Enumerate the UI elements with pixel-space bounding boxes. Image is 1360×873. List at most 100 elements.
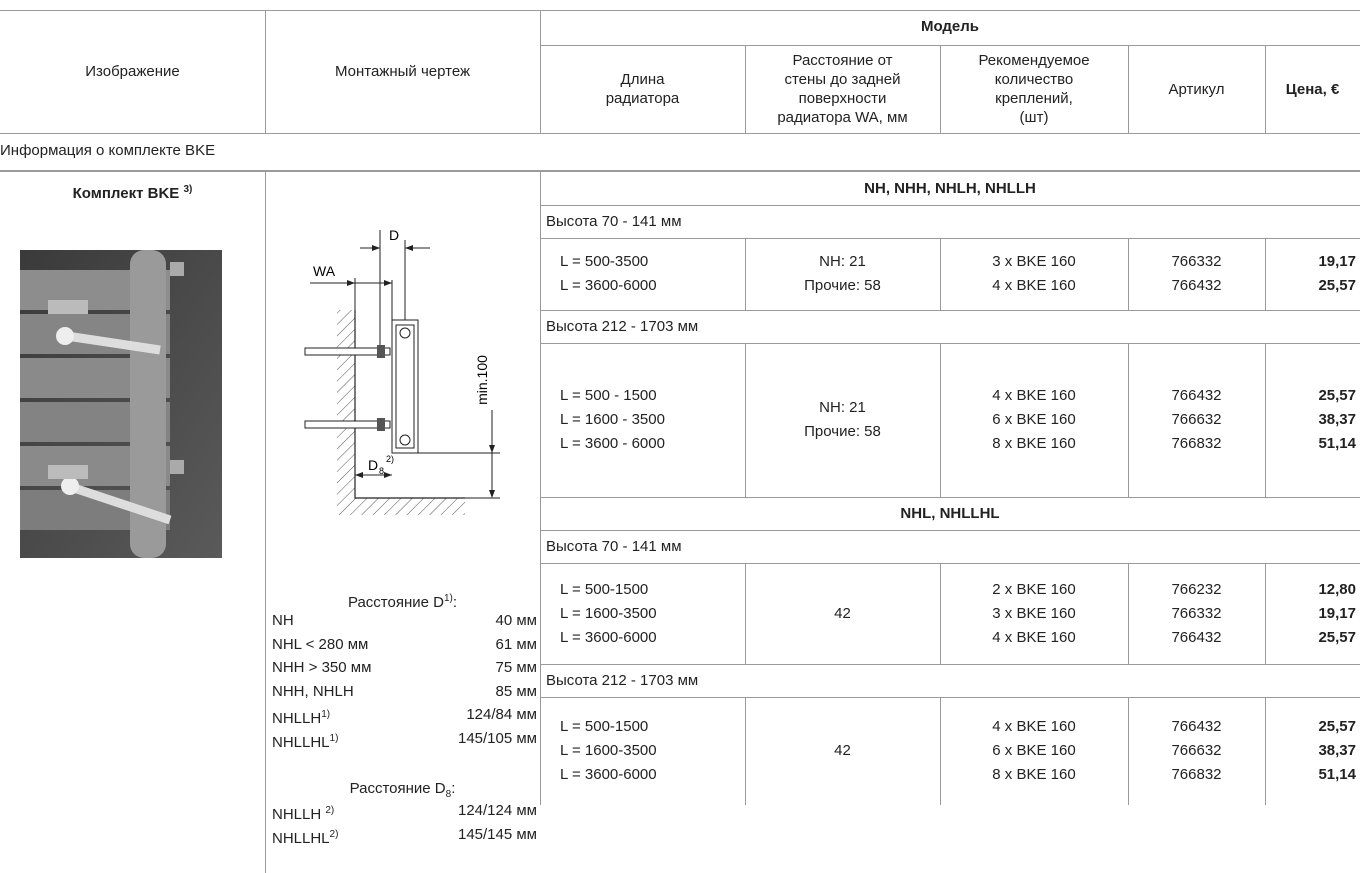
rule [940,563,941,664]
footnote: 3) [183,184,193,195]
distance-name-text: NHLLH [272,806,326,823]
rule [1128,238,1129,310]
rule [540,497,1360,498]
mount-count: 3 x BKE 160 [992,604,1076,622]
distance-name-text: NHLLHL [272,829,330,847]
mount-count: 4 x BKE 160 [992,387,1076,404]
mount-count: 8 x BKE 160 [992,435,1076,452]
colon: : [451,780,456,797]
mount-count: 4 x BKE 160 [992,718,1076,735]
radiator-length: L = 3600-6000 [560,628,657,646]
price: 25,57 [1318,387,1356,404]
article: 766832 [1171,435,1222,452]
rule [265,170,266,873]
column-header-line: радиатора WA, мм [777,109,908,126]
footnote: 1) [443,593,453,604]
rule [540,563,1360,564]
dimension-label: 8 [379,466,384,476]
mount-count: 6 x BKE 160 [992,411,1076,428]
dimension-label: min.100 [474,355,490,405]
mount-count: 4 x BKE 160 [992,277,1076,294]
price: 19,17 [1318,604,1356,622]
height-label: Высота 212 - 1703 мм [546,672,699,689]
distance-name: NHH > 350 мм [272,659,442,677]
rule [540,310,1360,311]
rule [745,563,746,664]
distance-value: 75 мм [495,659,537,676]
header-cell: Цена, € [1265,45,1360,133]
price: 38,37 [1318,742,1356,759]
dimension-label: WA [313,263,336,279]
distance-name: NHH, NHLH [272,683,442,701]
column-header-line: Цена, € [1285,80,1340,98]
column-header-line: радиатора [605,90,680,107]
rule [540,10,541,133]
column-header-line: Артикул [1168,80,1225,98]
rule [540,343,1360,344]
kit-photo [20,250,222,558]
distance-name: NHLLH 2) [272,802,442,824]
mount-count: 6 x BKE 160 [992,742,1076,759]
column-header: Изображение [85,63,180,80]
article: 766832 [1171,766,1222,783]
subscript: 8 [445,789,452,800]
column-header-line: Расстояние от [792,52,893,69]
wall-distance: NH: 21 [819,399,866,416]
distance-name: NH [272,612,442,630]
rule [540,238,1360,239]
article: 766432 [1171,718,1222,735]
height-label: Высота 70 - 141 мм [546,213,682,230]
column-header: Монтажный чертеж [334,63,471,80]
price: 25,57 [1318,277,1356,294]
rule [940,697,941,805]
distance-name: NHLLHL1) [272,730,442,752]
radiator-length: L = 1600 - 3500 [560,411,665,428]
article: 766432 [1171,387,1222,404]
distance-name-text: NHH > 350 мм [272,659,372,676]
distance-name-text: NHLLH [272,710,322,727]
distance-name: NHLLHL2) [272,826,442,848]
mount-count: 3 x BKE 160 [992,253,1076,270]
rule [1128,343,1129,497]
price: 19,17 [1318,253,1356,270]
wall-distance: Прочие: 58 [804,423,881,440]
distance-value: 124/84 мм [466,706,537,723]
rule [1128,697,1129,805]
rule [940,343,941,497]
distance-title-text: Расстояние D [347,594,444,611]
article: 766632 [1171,411,1222,428]
article: 766332 [1171,604,1222,622]
wall-distance: NH: 21 [819,253,866,270]
radiator-length: L = 500 - 1500 [560,387,657,404]
price: 25,57 [1318,718,1356,735]
column-header-line: Длина [620,71,665,88]
header-cell: Длина радиатора [540,45,745,133]
rule [265,10,266,133]
article: 766432 [1171,628,1222,646]
mount-count: 4 x BKE 160 [992,628,1076,646]
column-header-line: поверхности [798,90,887,107]
footnote: 1) [329,732,339,744]
price: 25,57 [1318,628,1356,646]
distance-value: 145/145 мм [457,825,537,843]
header-cell: Расстояние от стены до задней поверхности р… [745,45,940,133]
header-cell: Изображение [0,10,265,133]
header-cell: Рекомендуемое количество креплений, (шт) [940,45,1128,133]
wall-distance: Прочие: 58 [804,277,881,294]
rule [940,45,941,133]
distance-name-text: NHLLHL [272,733,330,751]
radiator-length: L = 1600-3500 [560,742,657,759]
header-cell: Артикул [1128,45,1265,133]
distance-value: 61 мм [495,635,537,653]
rule [540,530,1360,531]
wall-distance: 42 [834,742,851,759]
mount-count: 8 x BKE 160 [992,766,1076,783]
radiator-length: L = 3600-6000 [560,766,657,783]
rule [0,133,1360,134]
price: 51,14 [1318,766,1356,783]
height-label: Высота 212 - 1703 мм [546,318,699,335]
article: 766332 [1171,253,1222,270]
section-title: Информация о комплекте BKE [0,142,216,159]
radiator-length: L = 500-3500 [560,253,649,270]
